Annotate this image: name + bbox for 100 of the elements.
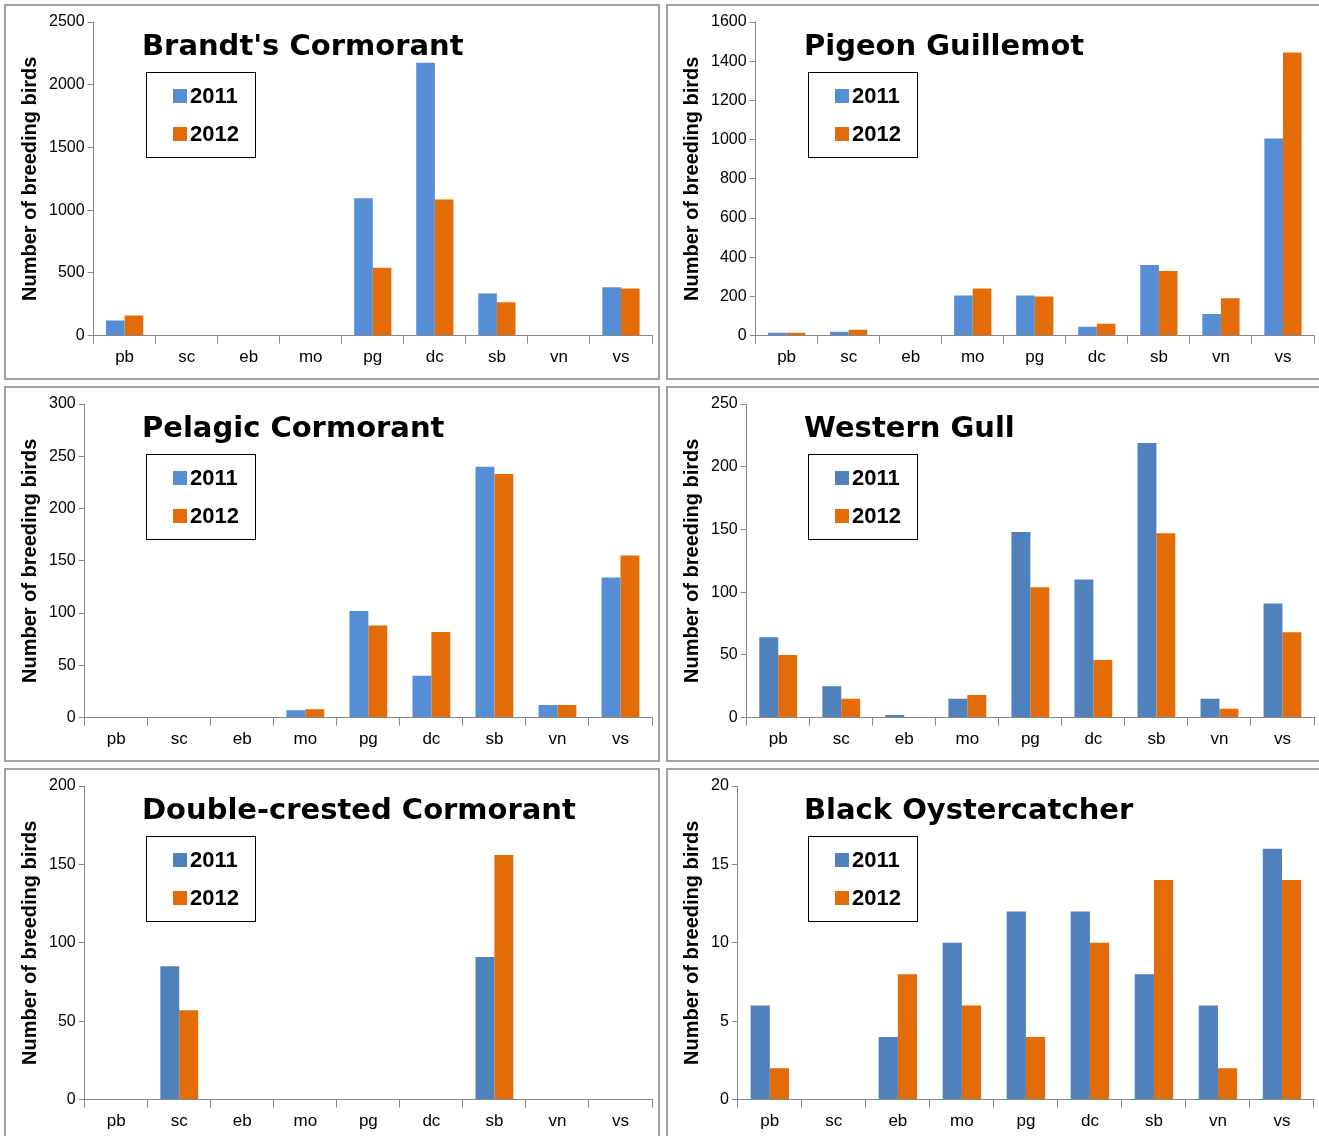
bar bbox=[1140, 265, 1159, 336]
bar bbox=[1202, 314, 1221, 336]
bar bbox=[431, 631, 451, 718]
x-tick-label: sb bbox=[1149, 347, 1168, 367]
x-tick-label: vs bbox=[1274, 347, 1292, 367]
bar bbox=[160, 966, 180, 1100]
x-tick-label: vn bbox=[549, 347, 568, 367]
bar bbox=[434, 199, 454, 336]
bar bbox=[1198, 1005, 1218, 1100]
y-tick-label: 50 bbox=[57, 1011, 76, 1029]
x-tick-label: pg bbox=[1020, 729, 1040, 749]
y-tick-label: 1500 bbox=[49, 137, 85, 155]
y-tick-label: 200 bbox=[48, 776, 76, 794]
legend-label: 2011 bbox=[190, 465, 238, 491]
x-tick-label: pg bbox=[358, 1111, 378, 1131]
legend-label: 2011 bbox=[190, 83, 238, 109]
x-tick-label: sc bbox=[170, 729, 189, 749]
bar bbox=[557, 705, 577, 718]
x-tick-label: dc bbox=[422, 1111, 441, 1131]
x-tick-label: pb bbox=[106, 1111, 126, 1131]
bar bbox=[1219, 708, 1239, 718]
y-tick-label: 1000 bbox=[49, 200, 85, 218]
legend-label: 2011 bbox=[190, 847, 238, 873]
bar bbox=[1074, 579, 1094, 718]
chart-title: Double-crested Cormorant bbox=[142, 792, 576, 826]
bar bbox=[1016, 295, 1035, 336]
x-tick-label: sb bbox=[1144, 1111, 1163, 1131]
bar bbox=[305, 709, 325, 718]
x-tick-label: eb bbox=[901, 347, 921, 367]
chart-title: Pigeon Guillemot bbox=[804, 28, 1085, 62]
bar bbox=[496, 302, 516, 336]
bar bbox=[954, 295, 973, 336]
y-tick-label: 2000 bbox=[49, 75, 85, 93]
bar bbox=[942, 942, 962, 1100]
legend-label: 2012 bbox=[190, 503, 239, 529]
bar bbox=[1156, 533, 1176, 718]
bar bbox=[349, 610, 369, 718]
bar bbox=[841, 698, 861, 718]
x-tick-label: sc bbox=[840, 347, 858, 367]
chart-title: Pelagic Cormorant bbox=[142, 410, 445, 444]
bar bbox=[1025, 1036, 1046, 1100]
x-tick-label: pb bbox=[106, 729, 126, 749]
legend-label: 2011 bbox=[852, 465, 900, 491]
bar bbox=[1158, 270, 1178, 336]
y-axis-title: Number of breeding birds bbox=[679, 56, 702, 302]
bar bbox=[106, 320, 125, 336]
y-tick-label: 300 bbox=[48, 394, 76, 412]
bar bbox=[1078, 326, 1097, 336]
x-tick-label: pb bbox=[777, 347, 797, 367]
y-tick-label: 50 bbox=[719, 645, 738, 663]
bar bbox=[1034, 296, 1054, 336]
bar bbox=[1220, 298, 1240, 336]
y-axis-title: Number of breeding birds bbox=[679, 438, 702, 684]
bar bbox=[822, 686, 842, 718]
x-tick-label: pg bbox=[363, 347, 383, 367]
bar bbox=[1134, 974, 1154, 1100]
bar bbox=[602, 287, 621, 336]
legend-label: 2012 bbox=[852, 503, 901, 529]
x-tick-label: pb bbox=[115, 347, 135, 367]
y-tick-label: 400 bbox=[719, 247, 747, 265]
bar bbox=[354, 198, 373, 336]
legend-label: 2012 bbox=[852, 121, 901, 147]
x-tick-label: vs bbox=[611, 729, 629, 749]
bar bbox=[416, 62, 435, 336]
y-tick-label: 0 bbox=[719, 1090, 729, 1108]
y-tick-label: 1000 bbox=[711, 130, 747, 148]
x-tick-label: vn bbox=[1208, 1111, 1227, 1131]
x-tick-label: dc bbox=[425, 347, 445, 367]
x-tick-label: mo bbox=[298, 347, 323, 367]
y-tick-label: 10 bbox=[711, 933, 729, 951]
y-tick-label: 1200 bbox=[711, 90, 747, 108]
y-tick-label: 0 bbox=[75, 326, 85, 344]
x-tick-label: vn bbox=[1211, 347, 1230, 367]
y-tick-label: 0 bbox=[737, 326, 747, 344]
bar bbox=[1263, 603, 1283, 718]
y-tick-label: 250 bbox=[710, 394, 738, 412]
bar bbox=[620, 288, 640, 336]
chart-title: Western Gull bbox=[804, 410, 1015, 444]
legend-label: 2012 bbox=[190, 885, 239, 911]
chart-title: Brandt's Cormorant bbox=[142, 28, 464, 62]
y-axis-title: Number of breeding birds bbox=[679, 820, 702, 1066]
x-tick-label: eb bbox=[232, 729, 252, 749]
x-tick-label: vn bbox=[548, 1111, 567, 1131]
legend-label: 2012 bbox=[190, 121, 239, 147]
bar bbox=[601, 577, 621, 718]
x-tick-label: sc bbox=[832, 729, 851, 749]
bar bbox=[1093, 659, 1113, 718]
bar bbox=[1137, 442, 1157, 718]
y-tick-label: 250 bbox=[48, 446, 76, 464]
bar bbox=[759, 637, 779, 718]
y-tick-label: 2500 bbox=[49, 12, 85, 30]
y-axis-title: Number of breeding birds bbox=[17, 56, 40, 302]
bar bbox=[1281, 880, 1302, 1100]
y-axis-title: Number of breeding birds bbox=[17, 820, 40, 1066]
x-tick-label: pg bbox=[1016, 1111, 1036, 1131]
bar bbox=[1089, 942, 1110, 1100]
x-tick-label: mo bbox=[293, 729, 318, 749]
bar bbox=[1153, 880, 1174, 1100]
x-tick-label: vs bbox=[612, 347, 630, 367]
bar bbox=[372, 267, 392, 336]
